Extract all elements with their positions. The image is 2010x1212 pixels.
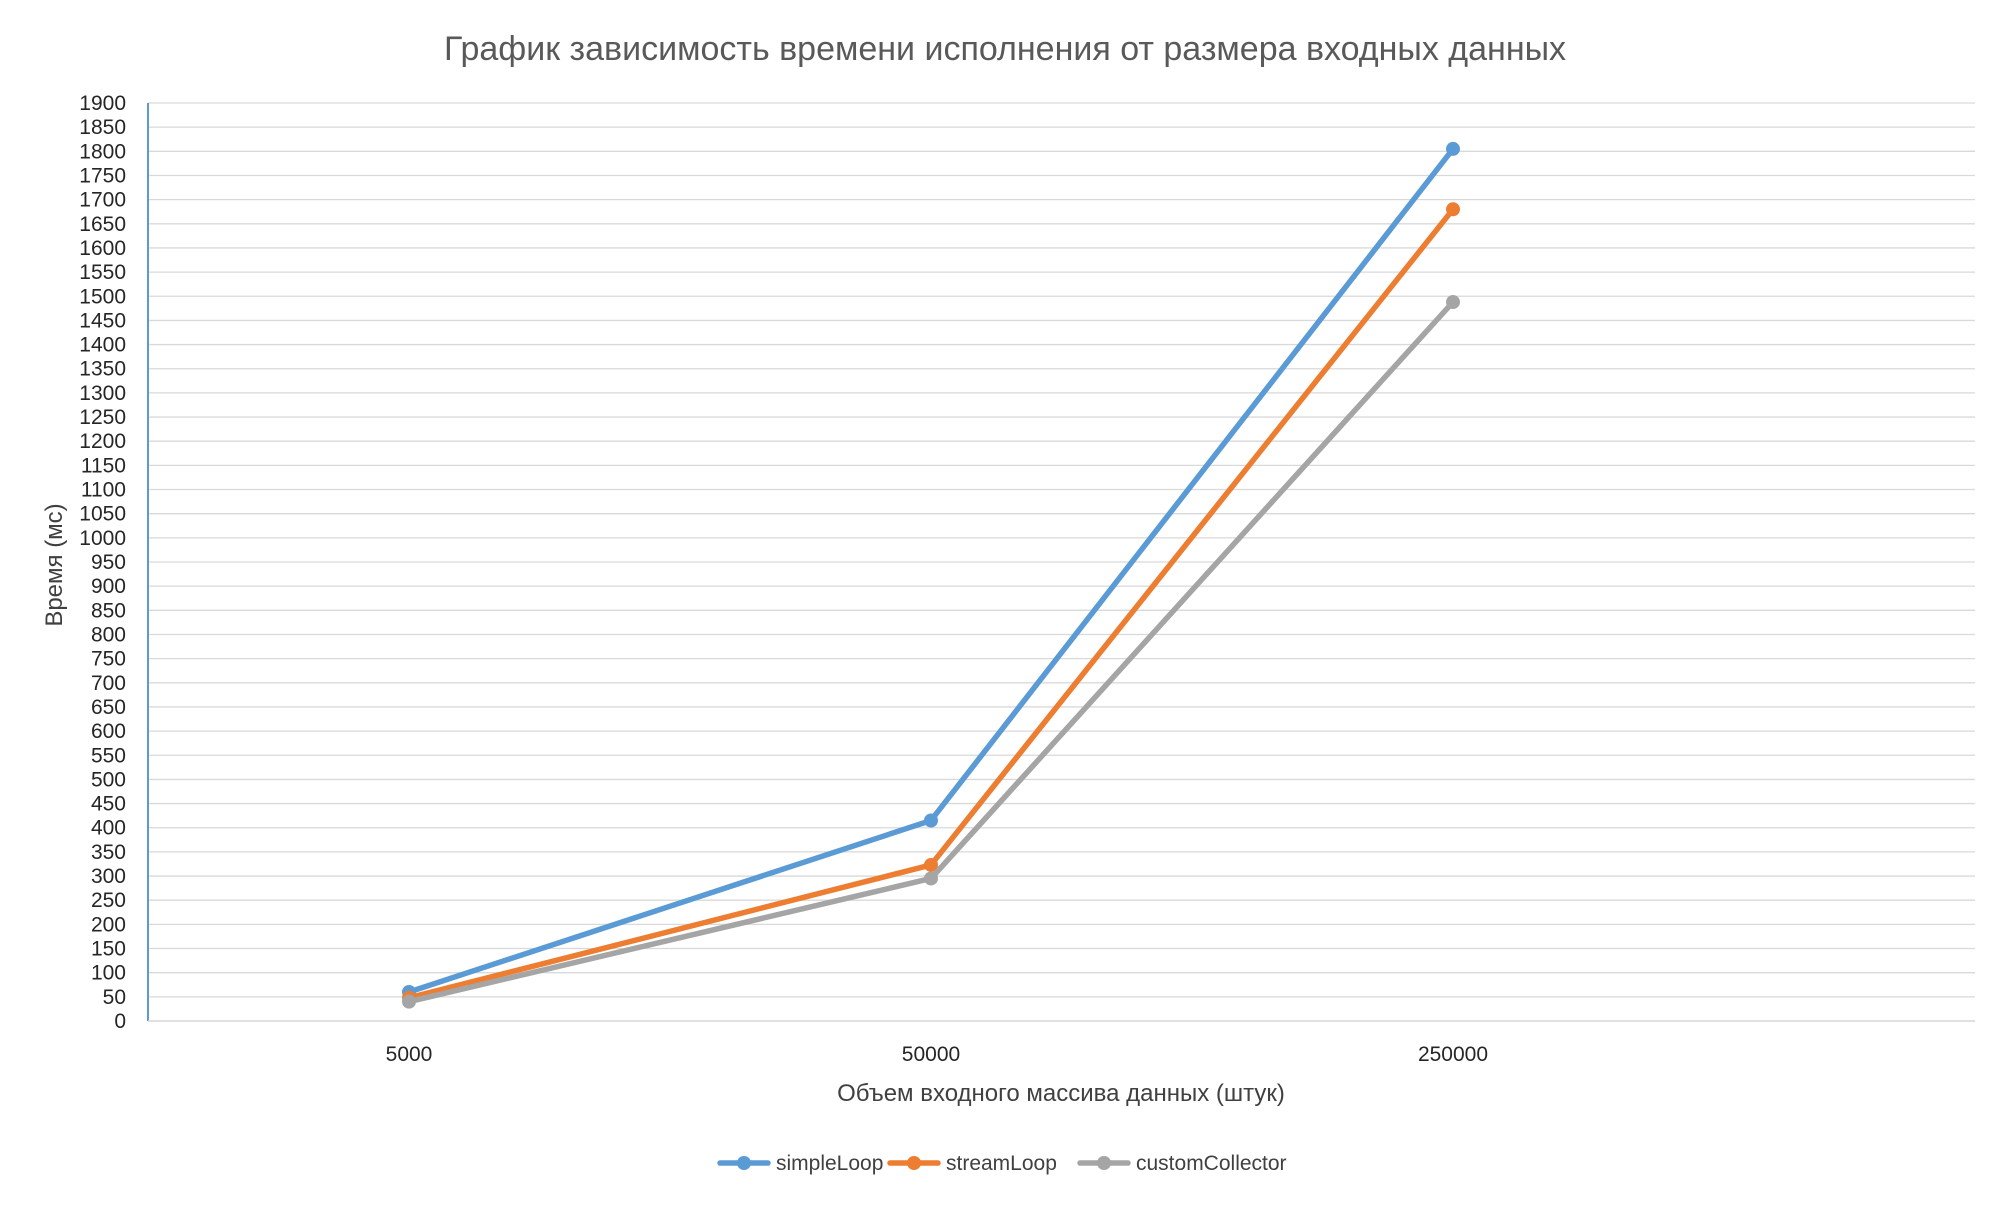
x-axis-title: Объем входного массива данных (штук) — [837, 1080, 1285, 1107]
y-tick-label: 500 — [91, 768, 126, 791]
legend-label: streamLoop — [946, 1152, 1057, 1175]
legend-label: simpleLoop — [776, 1152, 883, 1175]
legend-label: customCollector — [1136, 1152, 1287, 1175]
y-tick-label: 200 — [91, 913, 126, 936]
legend-item-simple-loop: simpleLoop — [717, 1152, 883, 1175]
y-tick-label: 150 — [91, 938, 126, 961]
y-tick-label: 550 — [91, 744, 126, 767]
y-tick-label: 1850 — [79, 116, 126, 139]
y-tick-label: 100 — [91, 962, 126, 985]
y-tick-label: 350 — [91, 841, 126, 864]
legend-item-custom-collector: customCollector — [1077, 1152, 1287, 1175]
y-axis-title: Время (мс) — [41, 503, 68, 626]
x-tick-label: 50000 — [902, 1043, 960, 1066]
y-tick-label: 1600 — [79, 237, 126, 260]
data-point-custom-collector — [1446, 295, 1460, 310]
y-tick-label: 450 — [91, 793, 126, 816]
y-tick-label: 950 — [91, 551, 126, 574]
chart-title: График зависимость времени исполнения от… — [444, 30, 1566, 68]
y-tick-label: 0 — [114, 1010, 126, 1033]
y-tick-label: 1000 — [79, 527, 126, 550]
y-tick-label: 1900 — [79, 92, 126, 115]
y-tick-label: 650 — [91, 696, 126, 719]
data-point-custom-collector — [402, 994, 416, 1009]
y-tick-label: 700 — [91, 672, 126, 695]
y-tick-label: 1300 — [79, 382, 126, 405]
y-tick-label: 750 — [91, 648, 126, 671]
y-tick-label: 1400 — [79, 334, 126, 357]
y-tick-label: 1650 — [79, 213, 126, 236]
y-tick-label: 900 — [91, 575, 126, 598]
y-tick-label: 1800 — [79, 140, 126, 163]
y-tick-label: 1550 — [79, 261, 126, 284]
y-tick-label: 800 — [91, 623, 126, 646]
data-point-stream-loop — [1446, 202, 1460, 217]
data-point-simple-loop — [1446, 141, 1460, 156]
y-tick-label: 1250 — [79, 406, 126, 429]
y-tick-label: 1700 — [79, 189, 126, 212]
y-tick-label: 1500 — [79, 285, 126, 308]
y-tick-label: 1750 — [79, 164, 126, 187]
y-tick-label: 400 — [91, 817, 126, 840]
y-tick-label: 850 — [91, 599, 126, 622]
data-point-stream-loop — [924, 857, 938, 872]
legend-marker — [1097, 1156, 1111, 1170]
y-tick-label: 600 — [91, 720, 126, 743]
y-tick-label: 250 — [91, 889, 126, 912]
legend-marker — [737, 1156, 751, 1170]
data-point-simple-loop — [924, 813, 938, 828]
legend-item-stream-loop: streamLoop — [887, 1152, 1057, 1175]
series-lines — [402, 141, 1460, 1009]
y-tick-label: 50 — [103, 986, 126, 1009]
data-point-custom-collector — [924, 871, 938, 886]
y-tick-label: 1050 — [79, 503, 126, 526]
legend: simpleLoop streamLoop customCollector — [717, 1152, 1287, 1175]
y-tick-label: 300 — [91, 865, 126, 888]
x-tick-label: 5000 — [386, 1043, 433, 1066]
y-tick-label: 1350 — [79, 358, 126, 381]
y-tick-label: 1150 — [81, 454, 126, 477]
legend-marker — [907, 1156, 921, 1170]
y-tick-label: 1200 — [79, 430, 126, 453]
y-tick-label: 1100 — [81, 479, 126, 502]
x-tick-label: 250000 — [1418, 1043, 1488, 1066]
axes: 0501001502002503003504004505005506006507… — [79, 92, 1975, 1066]
y-tick-label: 1450 — [79, 309, 126, 332]
